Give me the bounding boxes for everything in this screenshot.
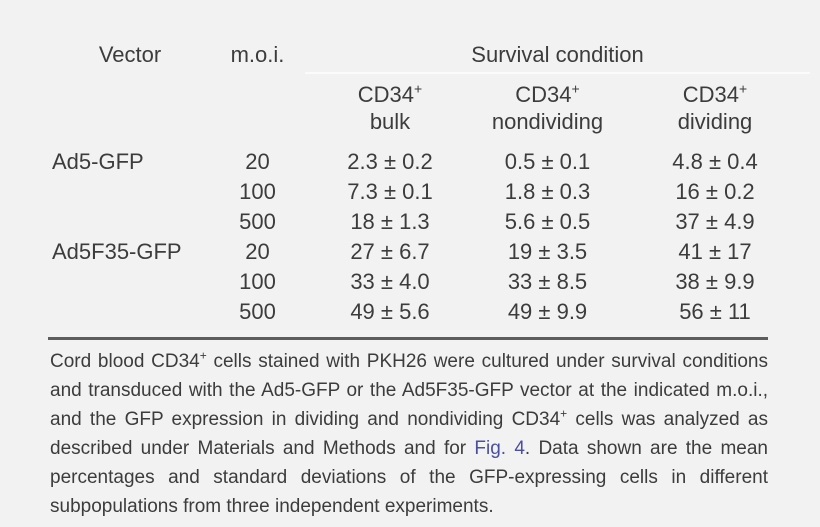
superscript-plus: + (560, 406, 568, 421)
footnote-text: Cord blood CD34 (50, 351, 200, 372)
table-row: 500 49 ± 5.6 49 ± 9.9 56 ± 11 (50, 297, 810, 327)
dividing-value-cell: 38 ± 9.9 (675, 269, 755, 294)
cd34-marker: CD34+ (357, 80, 423, 107)
superscript-plus: + (571, 80, 580, 97)
nondividing-value-cell: 0.5 ± 0.1 (504, 149, 591, 174)
nondividing-value-cell: 5.6 ± 0.5 (504, 209, 591, 234)
superscript-plus: + (414, 80, 423, 97)
column-header-cd34-dividing: CD34+ dividing (620, 81, 810, 147)
moi-cell: 100 (239, 269, 276, 294)
bulk-value-cell: 49 ± 5.6 (350, 299, 430, 324)
vector-cell (50, 207, 210, 237)
bulk-value-cell: 33 ± 4.0 (350, 269, 430, 294)
bulk-value-cell: 7.3 ± 0.1 (347, 179, 433, 204)
moi-cell: 20 (245, 149, 270, 174)
dividing-value-cell: 41 ± 17 (678, 239, 752, 264)
dividing-value-cell: 37 ± 4.9 (675, 209, 755, 234)
table-row: 100 33 ± 4.0 33 ± 8.5 38 ± 9.9 (50, 267, 810, 297)
condition-label: nondividing (491, 109, 604, 134)
column-header-cd34-bulk: CD34+ bulk (305, 81, 475, 147)
superscript-plus: + (199, 348, 207, 363)
column-header-vector: Vector (98, 42, 162, 67)
moi-cell: 100 (239, 179, 276, 204)
table-row: Ad5F35-GFP 20 27 ± 6.7 19 ± 3.5 41 ± 17 (50, 237, 810, 267)
vector-cell: Ad5F35-GFP (52, 239, 182, 264)
table-row: Ad5-GFP 20 2.3 ± 0.2 0.5 ± 0.1 4.8 ± 0.4 (50, 147, 810, 177)
vector-cell: Ad5-GFP (52, 149, 144, 174)
dividing-value-cell: 4.8 ± 0.4 (672, 149, 758, 174)
column-header-cd34-nondividing: CD34+ nondividing (475, 81, 620, 147)
nondividing-value-cell: 19 ± 3.5 (507, 239, 588, 264)
nondividing-value-cell: 1.8 ± 0.3 (504, 179, 591, 204)
table-header-row-2: CD34+ bulk CD34+ nondividing CD34+ divid… (50, 72, 810, 147)
header-spacer (210, 81, 305, 147)
condition-label: bulk (369, 109, 411, 134)
table-bottom-rule (48, 337, 768, 340)
nondividing-value-cell: 33 ± 8.5 (507, 269, 588, 294)
nondividing-value-cell: 49 ± 9.9 (507, 299, 588, 324)
dividing-value-cell: 16 ± 0.2 (675, 179, 755, 204)
moi-cell: 500 (239, 209, 276, 234)
vector-cell (50, 297, 210, 327)
bulk-value-cell: 18 ± 1.3 (350, 209, 430, 234)
condition-label: dividing (677, 109, 753, 134)
footnote-text: cells stained with PKH26 were cultured u… (50, 351, 768, 430)
figure-4-link[interactable]: Fig. 4 (474, 438, 525, 459)
table-footnote: Cord blood CD34+ cells stained with PKH2… (50, 347, 768, 521)
bulk-value-cell: 27 ± 6.7 (350, 239, 430, 264)
bulk-value-cell: 2.3 ± 0.2 (347, 149, 433, 174)
table-row: 500 18 ± 1.3 5.6 ± 0.5 37 ± 4.9 (50, 207, 810, 237)
cd34-marker: CD34+ (682, 80, 748, 107)
table-row: 100 7.3 ± 0.1 1.8 ± 0.3 16 ± 0.2 (50, 177, 810, 207)
cd34-marker: CD34+ (515, 80, 580, 107)
column-header-moi: m.o.i. (230, 42, 285, 67)
moi-cell: 20 (245, 239, 270, 264)
vector-cell (50, 177, 210, 207)
column-group-header-survival-condition: Survival condition (305, 38, 810, 74)
footnote-text: . Data shown are the mean percentages an… (50, 438, 768, 517)
dividing-value-cell: 56 ± 11 (679, 299, 751, 324)
table-header-row-1: Vector m.o.i. Survival condition (50, 38, 810, 74)
superscript-plus: + (739, 80, 748, 97)
data-table: Vector m.o.i. Survival condition CD34+ b… (50, 38, 820, 327)
vector-cell (50, 267, 210, 297)
footnote-text: cells was analyzed as described under Ma… (50, 409, 768, 459)
moi-cell: 500 (239, 299, 276, 324)
header-spacer (50, 81, 210, 147)
